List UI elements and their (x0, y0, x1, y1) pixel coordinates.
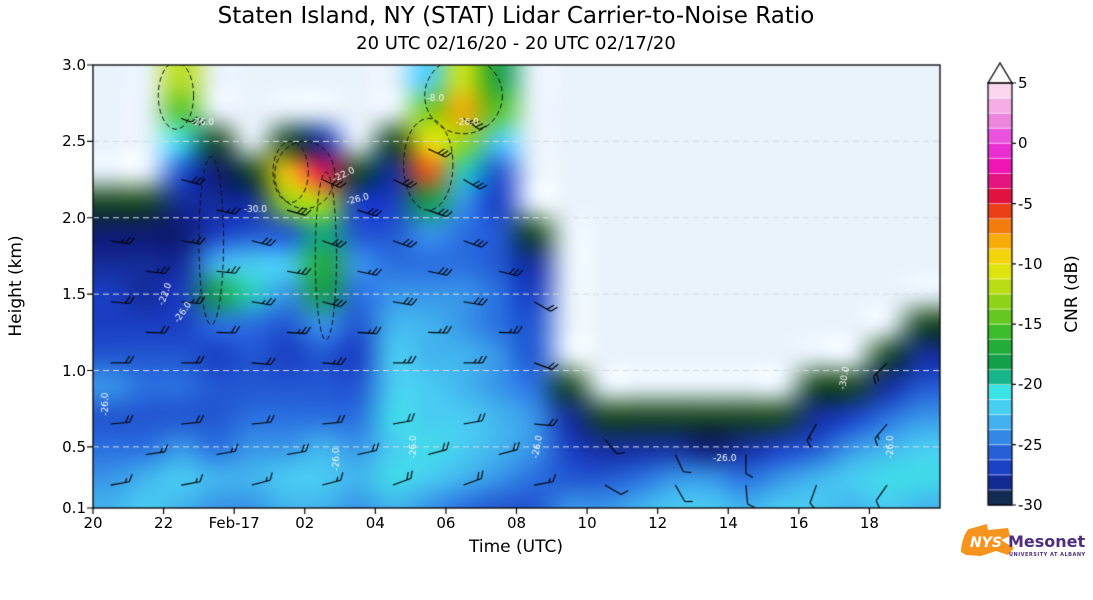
nys-mesonet-logo: NYS Mesonet UNIVERSITY AT ALBANY (961, 524, 1086, 558)
logo-text-mesonet: Mesonet (1008, 532, 1086, 551)
colorbar-tick-label: -20 (1018, 375, 1043, 394)
x-tick-label: 12 (648, 514, 668, 532)
x-tick-label: 16 (789, 514, 809, 532)
x-tick-label: 06 (436, 514, 456, 532)
colorbar-label: CNR (dB) (1062, 255, 1082, 333)
ny-state-shape-icon (961, 524, 1014, 556)
chart-title: Staten Island, NY (STAT) Lidar Carrier-t… (217, 3, 815, 29)
colorbar-tick-label: -25 (1018, 435, 1043, 454)
y-axis-label: Height (km) (6, 235, 26, 337)
x-tick-label: 18 (859, 514, 879, 532)
colorbar-tick-label: -5 (1018, 194, 1033, 213)
y-tick-label: 2.5 (62, 132, 86, 151)
x-tick-label: 22 (154, 514, 174, 532)
x-tick-label: 04 (365, 514, 385, 532)
y-tick-label: 1.0 (62, 361, 86, 380)
chart-subtitle: 20 UTC 02/16/20 - 20 UTC 02/17/20 (356, 33, 676, 54)
colorbar-tick-label: 5 (1018, 74, 1028, 92)
x-axis-label: Time (UTC) (469, 537, 563, 557)
colorbar-tick-label: -10 (1018, 254, 1043, 273)
colorbar-tick-label: -15 (1018, 315, 1043, 334)
logo-tagline: UNIVERSITY AT ALBANY (1009, 552, 1086, 558)
x-tick-label: 08 (506, 514, 527, 532)
x-tick-label: 14 (718, 514, 738, 532)
x-tick-label: 20 (83, 514, 103, 532)
y-tick-label: 1.5 (62, 285, 86, 304)
y-tick-label: 3.0 (62, 56, 86, 74)
logo-text-nys: NYS (970, 535, 1002, 551)
y-tick-label: 2.0 (62, 208, 86, 227)
x-tick-label: 02 (295, 514, 315, 532)
colorbar-tick-label: 0 (1018, 134, 1028, 153)
y-tick-label: 0.5 (62, 437, 86, 456)
y-tick-label: 0.1 (62, 499, 86, 517)
x-tick-label: Feb-17 (208, 514, 260, 532)
x-tick-label: 10 (577, 514, 597, 532)
colorbar-tick-label: -30 (1018, 496, 1043, 514)
